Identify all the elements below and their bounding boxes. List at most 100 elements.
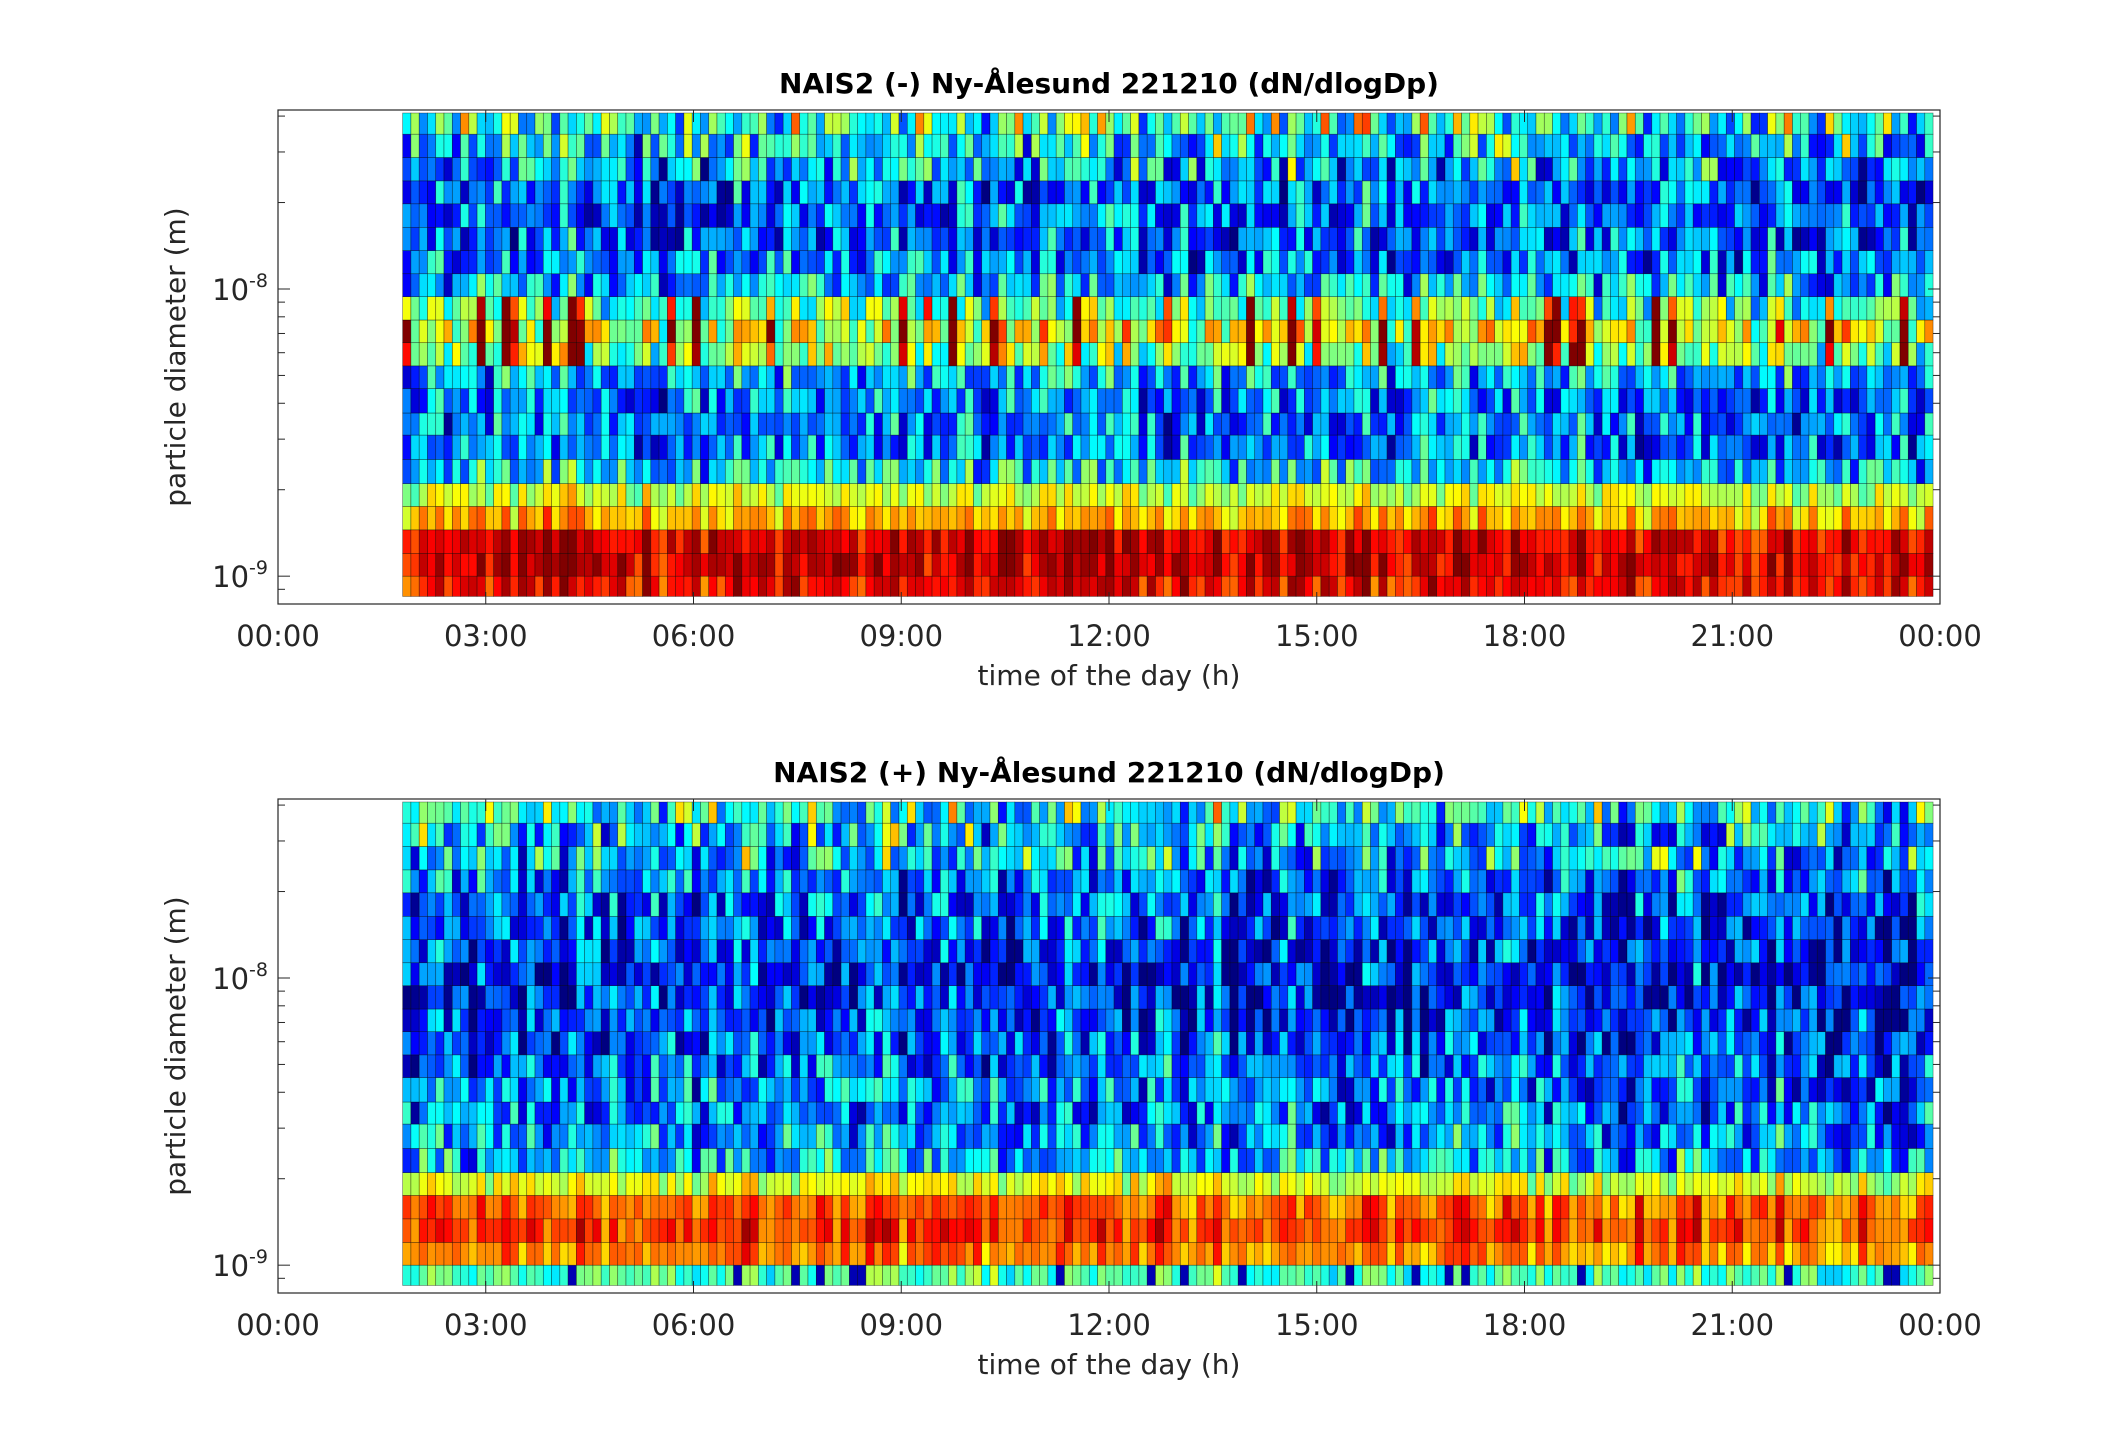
heatmap-cell: [1759, 203, 1768, 228]
heatmap-cell: [1080, 575, 1090, 597]
heatmap-cell: [1792, 575, 1802, 597]
heatmap-cell: [435, 1148, 445, 1173]
heatmap-cell: [1320, 180, 1330, 205]
heatmap-cell: [650, 846, 660, 871]
heatmap-cell: [1469, 250, 1479, 275]
heatmap-cell: [501, 250, 511, 275]
heatmap-cell: [1601, 365, 1611, 389]
heatmap-cell: [402, 1123, 412, 1149]
heatmap-cell: [1287, 388, 1297, 414]
heatmap-cell: [1138, 319, 1148, 344]
heatmap-cell: [749, 506, 759, 531]
heatmap-cell: [559, 939, 569, 964]
heatmap-cell: [642, 846, 652, 871]
heatmap-cell: [609, 801, 619, 824]
heatmap-cell: [724, 553, 734, 577]
heatmap-cell: [1676, 203, 1686, 228]
heatmap-cell: [1171, 342, 1181, 367]
heatmap-cell: [534, 1242, 544, 1266]
heatmap-cell: [1800, 133, 1810, 158]
heatmap-cell: [940, 319, 949, 344]
heatmap-cell: [1461, 365, 1471, 389]
heatmap-cell: [1841, 553, 1851, 577]
heatmap-cell: [1171, 575, 1181, 597]
heatmap-cell: [427, 985, 437, 1010]
heatmap-cell: [493, 203, 503, 228]
heatmap-cell: [1287, 553, 1297, 577]
heatmap-cell: [799, 434, 809, 460]
heatmap-cell: [1064, 180, 1074, 205]
heatmap-cell: [1519, 553, 1529, 577]
heatmap-cell: [451, 1148, 461, 1173]
heatmap-cell: [774, 962, 784, 986]
heatmap-cell: [1924, 203, 1934, 228]
heatmap-cell: [1668, 226, 1677, 251]
heatmap-cell: [592, 226, 602, 251]
heatmap-cell: [824, 1148, 834, 1173]
heatmap-cell: [1403, 388, 1413, 414]
heatmap-cell: [799, 1264, 809, 1286]
heatmap-cell: [509, 112, 519, 135]
heatmap-cell: [1825, 459, 1835, 484]
heatmap-cell: [410, 1054, 420, 1078]
heatmap-cell: [1428, 273, 1438, 297]
heatmap-cell: [625, 203, 635, 228]
heatmap-cell: [1428, 296, 1438, 321]
heatmap-cell: [1237, 483, 1247, 507]
heatmap-cell: [749, 915, 759, 940]
heatmap-cell: [1477, 226, 1487, 251]
heatmap-cell: [410, 939, 420, 964]
heatmap-cell: [948, 112, 958, 135]
heatmap-cell: [1750, 296, 1760, 321]
heatmap-cell: [551, 1148, 561, 1173]
heatmap-cell: [675, 822, 685, 847]
heatmap-cell: [650, 112, 660, 135]
heatmap-cell: [427, 434, 437, 460]
heatmap-cell: [758, 529, 767, 554]
heatmap-cell: [576, 434, 585, 460]
heatmap-cell: [451, 112, 461, 135]
heatmap-cell: [1006, 483, 1016, 507]
heatmap-cell: [435, 365, 445, 389]
heatmap-cell: [923, 506, 933, 531]
heatmap-cell: [1237, 296, 1247, 321]
heatmap-cell: [964, 506, 974, 531]
heatmap-cell: [476, 226, 486, 251]
heatmap-cell: [675, 529, 685, 554]
heatmap-cell: [1701, 529, 1711, 554]
heatmap-cell: [427, 869, 437, 894]
heatmap-cell: [1676, 388, 1686, 414]
heatmap-cell: [476, 985, 486, 1010]
heatmap-cell: [1560, 273, 1570, 297]
heatmap-cell: [1064, 434, 1074, 460]
y-minor-ticks: [278, 115, 1940, 605]
heatmap-cell: [1155, 575, 1165, 597]
heatmap-cell: [1552, 203, 1562, 228]
heatmap-cell: [1320, 459, 1330, 484]
heatmap-cell: [633, 1101, 643, 1125]
heatmap-cell: [542, 434, 552, 460]
heatmap-cell: [964, 365, 974, 389]
heatmap-cell: [551, 1264, 561, 1286]
heatmap-cell: [460, 846, 470, 871]
heatmap-cell: [1072, 319, 1082, 344]
heatmap-cell: [1883, 506, 1893, 531]
heatmap-cell: [460, 1031, 470, 1056]
heatmap-cell: [1486, 412, 1495, 436]
heatmap-cell: [509, 412, 519, 436]
heatmap-cell: [667, 365, 676, 389]
heatmap-cell: [501, 869, 511, 894]
heatmap-cell: [716, 801, 726, 824]
heatmap-cell: [1237, 342, 1247, 367]
heatmap-cell: [940, 412, 949, 436]
heatmap-cell: [1461, 203, 1471, 228]
heatmap-cell: [1345, 575, 1355, 597]
heatmap-cell: [625, 1264, 635, 1286]
heatmap-cell: [873, 575, 883, 597]
heatmap-cell: [1519, 459, 1529, 484]
heatmap-cell: [1345, 226, 1355, 251]
heatmap-cell: [1668, 434, 1677, 460]
heatmap-cell: [1064, 226, 1074, 251]
heatmap-cell: [865, 319, 875, 344]
heatmap-cell: [1552, 529, 1562, 554]
